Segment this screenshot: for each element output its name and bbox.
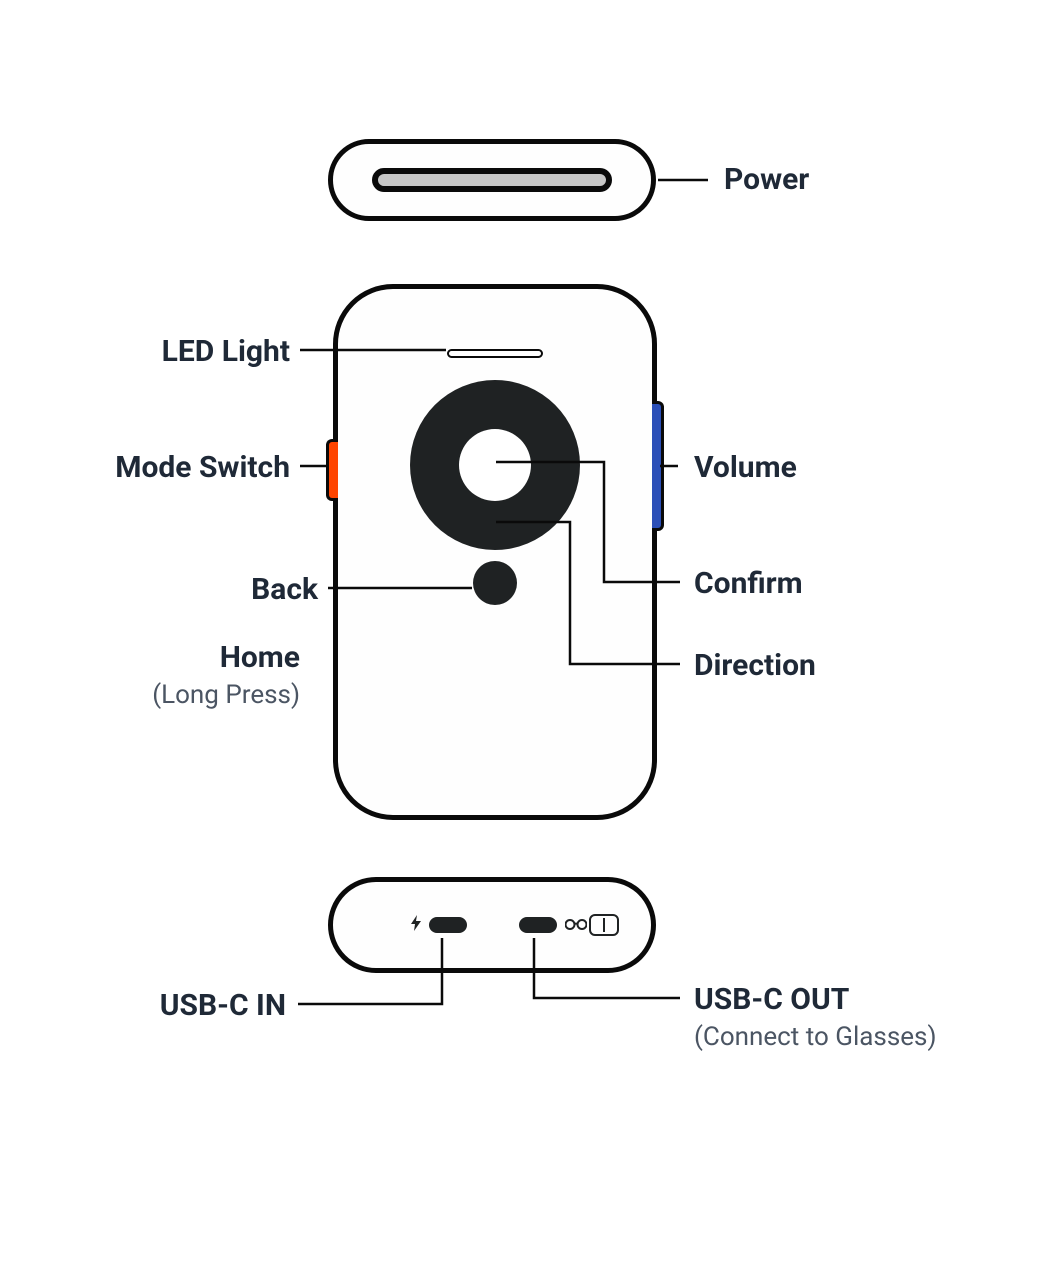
usb-c-out-port (519, 917, 557, 933)
diagram-canvas: Power LED Light Mode Switch Back Home (L… (0, 0, 1064, 1280)
direction-pad-ring (410, 380, 580, 550)
label-back: Back (251, 572, 318, 608)
led-light-indicator (447, 349, 543, 358)
label-confirm: Confirm (694, 566, 803, 602)
confirm-button-center (459, 429, 531, 501)
power-button-slot (372, 168, 612, 192)
label-power: Power (724, 162, 809, 198)
label-usb-out-sub: (Connect to Glasses) (694, 1022, 937, 1052)
glasses-icon (565, 916, 587, 935)
mode-switch-button (326, 439, 338, 501)
label-volume: Volume (694, 450, 797, 486)
device-top-view (328, 139, 656, 221)
label-home-sub: (Long Press) (152, 680, 300, 710)
label-usb-out-text: USB-C OUT (694, 982, 849, 1017)
label-direction: Direction (694, 648, 816, 684)
label-mode: Mode Switch (115, 450, 290, 486)
label-usb-out: USB-C OUT (Connect to Glasses) (694, 982, 937, 1054)
label-led: LED Light (162, 334, 290, 370)
label-home: Home (Long Press) (152, 640, 300, 712)
volume-rocker (652, 401, 664, 531)
device-front-view (333, 284, 657, 820)
card-slot-icon (589, 914, 619, 936)
label-home-text: Home (220, 640, 300, 675)
back-home-button (473, 561, 517, 605)
device-bottom-view (328, 877, 656, 973)
lightning-icon (411, 915, 421, 935)
label-usb-in: USB-C IN (160, 988, 286, 1024)
usb-c-in-port (429, 917, 467, 933)
